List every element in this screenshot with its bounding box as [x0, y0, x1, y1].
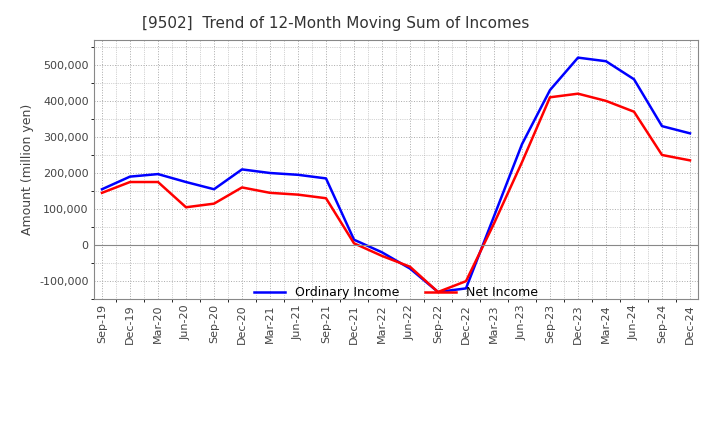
- Net Income: [433, 290, 442, 295]
- Y-axis label: Amount (million yen): Amount (million yen): [21, 104, 34, 235]
- Net Income: [685, 158, 694, 163]
- Ordinary Income: [294, 172, 302, 177]
- Ordinary Income: [153, 172, 162, 177]
- Net Income: [322, 196, 330, 201]
- Net Income: [98, 190, 107, 195]
- Ordinary Income: [490, 214, 498, 219]
- Net Income: [210, 201, 218, 206]
- Net Income: [490, 221, 498, 226]
- Net Income: [181, 205, 190, 210]
- Net Income: [574, 91, 582, 96]
- Net Income: [546, 95, 554, 100]
- Ordinary Income: [126, 174, 135, 179]
- Ordinary Income: [266, 170, 274, 176]
- Net Income: [294, 192, 302, 197]
- Ordinary Income: [322, 176, 330, 181]
- Legend: Ordinary Income, Net Income: Ordinary Income, Net Income: [249, 282, 543, 304]
- Net Income: [657, 152, 666, 158]
- Net Income: [602, 98, 611, 103]
- Ordinary Income: [574, 55, 582, 60]
- Net Income: [350, 241, 359, 246]
- Ordinary Income: [433, 290, 442, 295]
- Net Income: [126, 180, 135, 185]
- Ordinary Income: [546, 88, 554, 93]
- Net Income: [462, 279, 470, 284]
- Ordinary Income: [238, 167, 246, 172]
- Net Income: [266, 190, 274, 195]
- Ordinary Income: [98, 187, 107, 192]
- Ordinary Income: [378, 249, 387, 255]
- Ordinary Income: [602, 59, 611, 64]
- Ordinary Income: [462, 286, 470, 291]
- Ordinary Income: [405, 266, 414, 271]
- Text: [9502]  Trend of 12-Month Moving Sum of Incomes: [9502] Trend of 12-Month Moving Sum of I…: [142, 16, 529, 32]
- Ordinary Income: [210, 187, 218, 192]
- Net Income: [153, 180, 162, 185]
- Ordinary Income: [181, 180, 190, 185]
- Ordinary Income: [518, 142, 526, 147]
- Net Income: [405, 264, 414, 269]
- Net Income: [518, 160, 526, 165]
- Net Income: [378, 253, 387, 259]
- Line: Ordinary Income: Ordinary Income: [102, 58, 690, 292]
- Net Income: [238, 185, 246, 190]
- Ordinary Income: [685, 131, 694, 136]
- Line: Net Income: Net Income: [102, 94, 690, 292]
- Net Income: [630, 109, 639, 114]
- Ordinary Income: [350, 237, 359, 242]
- Ordinary Income: [630, 77, 639, 82]
- Ordinary Income: [657, 124, 666, 129]
